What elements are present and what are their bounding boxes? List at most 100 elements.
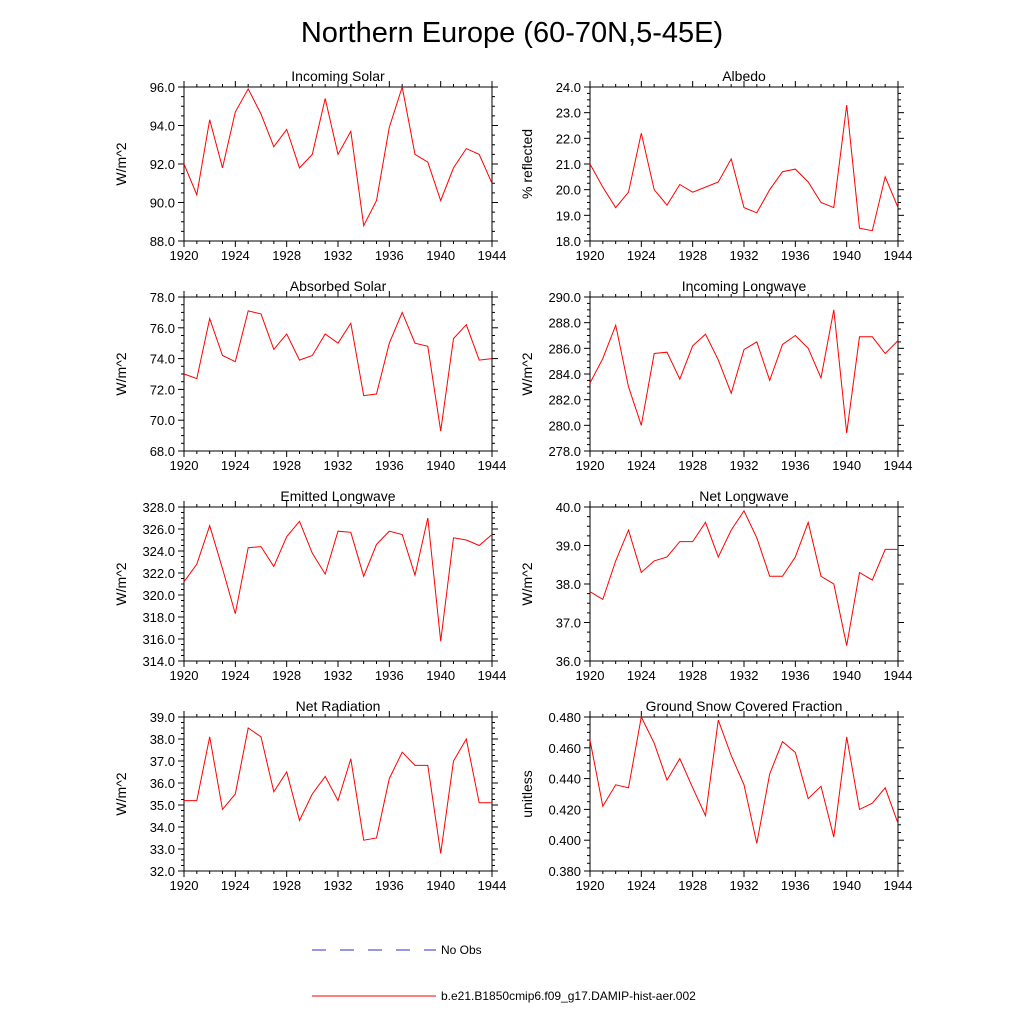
x-tick-label: 1944 <box>884 248 913 263</box>
x-tick-label: 1932 <box>324 668 353 683</box>
x-tick-label: 1936 <box>781 458 810 473</box>
x-tick-label: 1928 <box>678 878 707 893</box>
panel-grid: Incoming Solar W/m^2 1920 1924 1928 1932 1936 1… <box>113 68 912 893</box>
y-tick-label: 322.0 <box>142 566 175 581</box>
y-tick-label: 72.0 <box>150 382 175 397</box>
x-tick-label: 1940 <box>426 878 455 893</box>
x-tick-label: 1928 <box>678 248 707 263</box>
panel-ground-snow-covered-fraction: Ground Snow Covered Fraction unitless 1920… <box>519 698 912 893</box>
y-tick-label: 74.0 <box>150 352 175 367</box>
x-tick-label: 1940 <box>426 668 455 683</box>
y-axis-label: W/m^2 <box>519 562 535 605</box>
y-axis-label: % reflected <box>519 129 535 199</box>
y-tick-label: 24.0 <box>556 80 581 95</box>
plot-frame <box>183 296 493 452</box>
y-tick-label: 34.0 <box>150 820 175 835</box>
y-tick-label: 284.0 <box>548 367 581 382</box>
x-tick-label: 1936 <box>781 248 810 263</box>
y-tick-label: 19.0 <box>556 208 581 223</box>
y-tick-label: 38.0 <box>556 577 581 592</box>
x-tick-label: 1944 <box>884 458 913 473</box>
x-tick-label: 1924 <box>221 458 250 473</box>
y-tick-label: 286.0 <box>548 341 581 356</box>
legend-no-obs-label: No Obs <box>441 943 482 957</box>
y-tick-label: 88.0 <box>150 234 175 249</box>
y-tick-label: 20.0 <box>556 183 581 198</box>
y-tick-label: 94.0 <box>150 119 175 134</box>
y-axis-label: W/m^2 <box>113 562 129 605</box>
series-line <box>589 509 898 646</box>
x-tick-label: 1928 <box>272 458 301 473</box>
x-tick-label: 1920 <box>576 248 605 263</box>
plot-frame <box>183 506 493 662</box>
series-line <box>184 727 492 854</box>
x-tick-label: 1932 <box>324 878 353 893</box>
y-tick-label: 0.400 <box>548 833 581 848</box>
y-tick-label: 37.0 <box>556 616 581 631</box>
x-tick-label: 1920 <box>576 458 605 473</box>
x-tick-label: 1940 <box>832 878 861 893</box>
y-tick-label: 96.0 <box>150 80 175 95</box>
y-tick-label: 70.0 <box>150 413 175 428</box>
y-axis-label: W/m^2 <box>113 352 129 395</box>
x-tick-label: 1932 <box>730 668 759 683</box>
x-tick-label: 1944 <box>478 668 507 683</box>
panel-title: Net Radiation <box>296 698 381 714</box>
legend: No Obs b.e21.B1850cmip6.f09_g17.DAMIP-hi… <box>312 943 696 1003</box>
x-tick-label: 1936 <box>375 878 404 893</box>
series-line <box>589 715 899 844</box>
y-tick-label: 22.0 <box>556 131 581 146</box>
x-tick-label: 1932 <box>730 248 759 263</box>
x-tick-label: 1924 <box>627 878 656 893</box>
y-tick-label: 278.0 <box>548 444 581 459</box>
plot-frame <box>589 86 899 242</box>
y-tick-label: 76.0 <box>150 321 175 336</box>
x-tick-label: 1940 <box>832 458 861 473</box>
y-tick-label: 36.0 <box>150 776 175 791</box>
plot-frame <box>589 506 899 662</box>
x-tick-label: 1920 <box>576 668 605 683</box>
x-tick-label: 1928 <box>678 668 707 683</box>
x-tick-label: 1932 <box>324 458 353 473</box>
x-tick-label: 1936 <box>375 668 404 683</box>
y-tick-label: 314.0 <box>142 654 175 669</box>
y-tick-label: 78.0 <box>150 290 175 305</box>
x-tick-label: 1944 <box>478 458 507 473</box>
y-tick-label: 318.0 <box>142 610 175 625</box>
y-tick-label: 320.0 <box>142 588 175 603</box>
y-tick-label: 0.440 <box>548 772 581 787</box>
y-axis-label: unitless <box>519 770 535 817</box>
y-tick-label: 33.0 <box>150 842 175 857</box>
y-tick-label: 23.0 <box>556 106 581 121</box>
x-tick-label: 1936 <box>375 458 404 473</box>
y-tick-label: 35.0 <box>150 798 175 813</box>
x-tick-label: 1928 <box>272 668 301 683</box>
y-tick-label: 90.0 <box>150 196 175 211</box>
y-axis-label: W/m^2 <box>519 352 535 395</box>
y-tick-label: 36.0 <box>556 654 581 669</box>
x-tick-label: 1920 <box>576 878 605 893</box>
y-tick-label: 0.480 <box>548 710 581 725</box>
x-tick-label: 1920 <box>170 458 199 473</box>
panel-title: Net Longwave <box>699 488 789 504</box>
plot-frame <box>589 296 899 452</box>
y-tick-label: 328.0 <box>142 500 175 515</box>
y-tick-label: 39.0 <box>556 539 581 554</box>
x-tick-label: 1936 <box>781 668 810 683</box>
x-tick-label: 1944 <box>884 668 913 683</box>
series-line <box>183 86 493 228</box>
x-tick-label: 1920 <box>170 248 199 263</box>
y-tick-label: 40.0 <box>556 500 581 515</box>
panel-title: Incoming Solar <box>291 68 385 84</box>
y-axis-label: W/m^2 <box>113 142 129 185</box>
series-line <box>589 104 899 232</box>
y-tick-label: 280.0 <box>548 418 581 433</box>
series-line <box>589 309 899 434</box>
panel-title: Incoming Longwave <box>682 278 807 294</box>
x-tick-label: 1928 <box>678 458 707 473</box>
x-tick-label: 1936 <box>375 248 404 263</box>
panel-absorbed-solar: Absorbed Solar W/m^2 1920 1924 1928 1932 1936 1… <box>113 278 506 473</box>
x-tick-label: 1940 <box>426 248 455 263</box>
x-tick-label: 1944 <box>884 878 913 893</box>
series-line <box>183 310 493 432</box>
